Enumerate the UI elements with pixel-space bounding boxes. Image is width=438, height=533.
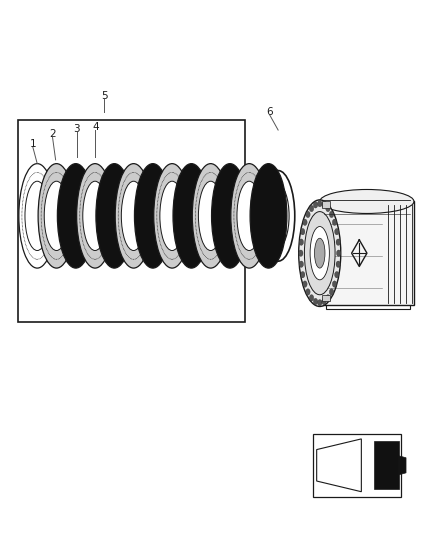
- Ellipse shape: [322, 298, 326, 305]
- Text: 3: 3: [73, 124, 80, 134]
- Ellipse shape: [326, 295, 330, 301]
- Ellipse shape: [115, 164, 152, 268]
- Ellipse shape: [44, 181, 69, 251]
- FancyBboxPatch shape: [320, 201, 414, 305]
- Ellipse shape: [332, 281, 337, 287]
- Ellipse shape: [261, 171, 295, 261]
- Ellipse shape: [173, 164, 210, 268]
- Ellipse shape: [198, 181, 223, 251]
- Ellipse shape: [250, 164, 287, 268]
- Ellipse shape: [303, 281, 307, 287]
- Ellipse shape: [318, 300, 322, 306]
- Ellipse shape: [299, 200, 341, 306]
- Text: 1: 1: [29, 139, 36, 149]
- Ellipse shape: [320, 189, 414, 213]
- Ellipse shape: [332, 219, 337, 225]
- Ellipse shape: [314, 238, 325, 268]
- Ellipse shape: [309, 295, 314, 301]
- Ellipse shape: [134, 164, 171, 268]
- Ellipse shape: [160, 181, 184, 251]
- Text: 6: 6: [266, 107, 273, 117]
- Ellipse shape: [336, 250, 341, 256]
- Text: 2: 2: [49, 130, 56, 139]
- Ellipse shape: [336, 261, 340, 268]
- Text: 4: 4: [92, 122, 99, 132]
- Ellipse shape: [192, 164, 229, 268]
- Ellipse shape: [121, 181, 146, 251]
- Ellipse shape: [313, 298, 318, 305]
- Ellipse shape: [299, 239, 304, 245]
- Ellipse shape: [306, 211, 310, 217]
- Ellipse shape: [326, 205, 330, 212]
- Ellipse shape: [77, 164, 113, 268]
- Ellipse shape: [322, 201, 326, 208]
- Ellipse shape: [310, 227, 329, 280]
- Ellipse shape: [329, 289, 334, 295]
- Ellipse shape: [25, 181, 49, 251]
- Ellipse shape: [231, 164, 268, 268]
- Text: 5: 5: [101, 91, 108, 101]
- Ellipse shape: [306, 289, 310, 295]
- Ellipse shape: [299, 261, 304, 268]
- FancyBboxPatch shape: [322, 295, 330, 301]
- Ellipse shape: [83, 181, 107, 251]
- Ellipse shape: [335, 229, 339, 235]
- Ellipse shape: [335, 271, 339, 278]
- Ellipse shape: [329, 211, 334, 217]
- Ellipse shape: [237, 181, 261, 251]
- FancyBboxPatch shape: [313, 434, 401, 497]
- Ellipse shape: [19, 164, 56, 268]
- Ellipse shape: [309, 205, 314, 212]
- Ellipse shape: [303, 219, 307, 225]
- Ellipse shape: [154, 164, 191, 268]
- Ellipse shape: [300, 229, 305, 235]
- FancyBboxPatch shape: [322, 201, 330, 208]
- Ellipse shape: [336, 239, 340, 245]
- Polygon shape: [399, 456, 406, 475]
- Ellipse shape: [313, 201, 318, 208]
- Ellipse shape: [304, 212, 335, 295]
- Ellipse shape: [300, 271, 305, 278]
- Ellipse shape: [212, 164, 248, 268]
- Ellipse shape: [267, 185, 289, 247]
- Polygon shape: [317, 439, 361, 492]
- Ellipse shape: [299, 250, 303, 256]
- Ellipse shape: [318, 200, 322, 207]
- Ellipse shape: [38, 164, 75, 268]
- Ellipse shape: [96, 164, 133, 268]
- Ellipse shape: [57, 164, 94, 268]
- Polygon shape: [374, 441, 399, 489]
